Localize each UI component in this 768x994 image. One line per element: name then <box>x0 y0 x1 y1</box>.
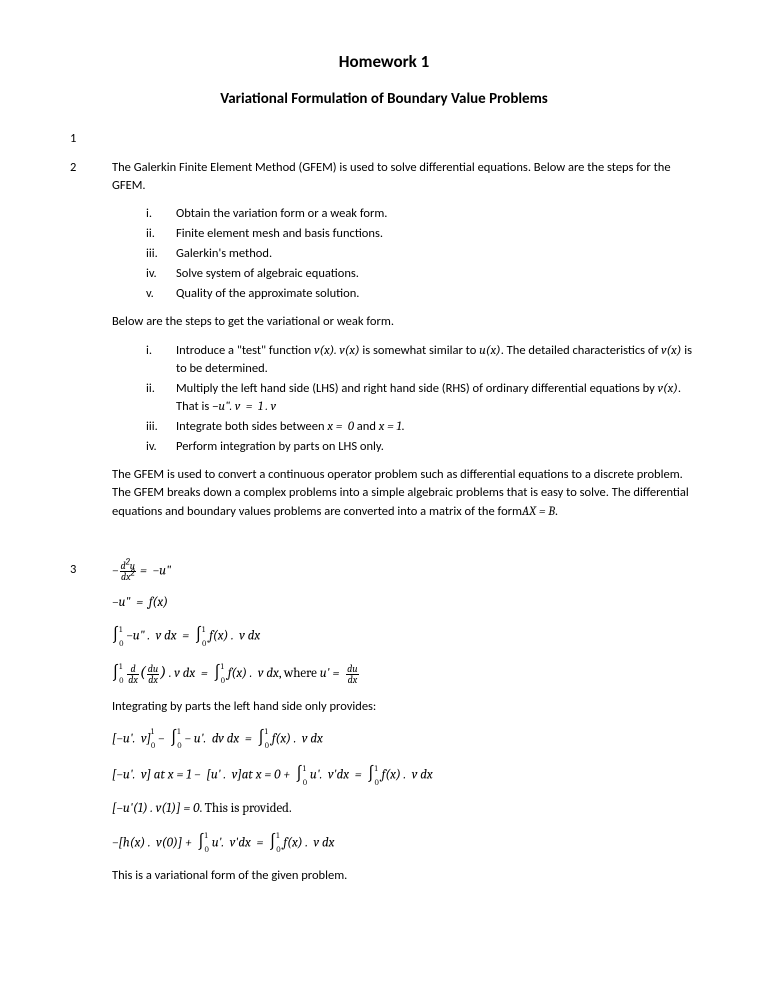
paragraph: The Galerkin Finite Element Method (GFEM… <box>112 159 698 195</box>
list-label: v. <box>146 285 176 303</box>
math-block: ∫10 −u" . v dx = ∫10 f(x) . v dx <box>112 624 698 649</box>
list-text: Quality of the approximate solution. <box>176 285 698 303</box>
ordered-list: i. Introduce a "test" function v(x). v(x… <box>112 342 698 457</box>
math-block: −d2udx2 = −u" <box>112 561 698 582</box>
list-text: Integrate both sides between x = 0 and x… <box>176 418 698 436</box>
math-inline: u(x) <box>479 344 501 358</box>
list-label: i. <box>146 342 176 378</box>
list-text: Obtain the variation form or a weak form… <box>176 205 698 223</box>
section-number: 1 <box>70 130 112 148</box>
math-block: −u" = f(x) <box>112 594 698 613</box>
section-3: 3 −d2udx2 = −u" −u" = f(x) ∫10 −u" . v d… <box>70 561 698 896</box>
ordered-list: i.Obtain the variation form or a weak fo… <box>112 205 698 304</box>
list-label: iii. <box>146 245 176 263</box>
list-label: iii. <box>146 418 176 436</box>
page-title: Homework 1 <box>70 50 698 75</box>
list-text: Introduce a "test" function v(x). v(x) i… <box>176 342 698 378</box>
list-text: Galerkin's method. <box>176 245 698 263</box>
math-block: [−u'. v] at x = 1 − [u' . v]at x = 0 + ∫… <box>112 763 698 788</box>
math-inline: AX = B <box>522 505 555 519</box>
math-inline: v(x) <box>658 382 678 396</box>
paragraph: This is a variational form of the given … <box>112 867 698 885</box>
paragraph: Below are the steps to get the variation… <box>112 313 698 331</box>
list-text: Finite element mesh and basis functions. <box>176 225 698 243</box>
list-label: i. <box>146 205 176 223</box>
math-block: −[h(x) . v(0)] + ∫10 u'. v'dx = ∫10 f(x)… <box>112 831 698 856</box>
list-text: Perform integration by parts on LHS only… <box>176 438 698 456</box>
paragraph: Integrating by parts the left hand side … <box>112 698 698 716</box>
math-inline: x = 1 <box>379 420 402 434</box>
math-block: [−u'. v]10 − ∫10 − u'. dv dx = ∫10 f(x) … <box>112 727 698 752</box>
math-inline: v(x) <box>661 344 681 358</box>
paragraph: The GFEM is used to convert a continuous… <box>112 466 698 520</box>
list-label: ii. <box>146 380 176 416</box>
list-text: Solve system of algebraic equations. <box>176 265 698 283</box>
section-2: 2 The Galerkin Finite Element Method (GF… <box>70 159 698 531</box>
list-text: Multiply the left hand side (LHS) and ri… <box>176 380 698 416</box>
list-label: ii. <box>146 225 176 243</box>
page-subtitle: Variational Formulation of Boundary Valu… <box>70 89 698 111</box>
math-inline: v(x). v(x) <box>314 344 360 358</box>
section-number: 3 <box>70 561 112 896</box>
list-label: iv. <box>146 265 176 283</box>
math-block: [−u'(1) . v(1)] = 0. This is provided. <box>112 800 698 819</box>
math-inline: x = 0 <box>327 420 354 434</box>
list-label: iv. <box>146 438 176 456</box>
section-1: 1 <box>70 130 698 148</box>
section-number: 2 <box>70 159 112 531</box>
math-block: ∫10 ddx(dudx) . v dx = ∫10 f(x) . v dx, … <box>112 661 698 686</box>
math-inline: −u". v = 1 . v <box>212 400 276 414</box>
